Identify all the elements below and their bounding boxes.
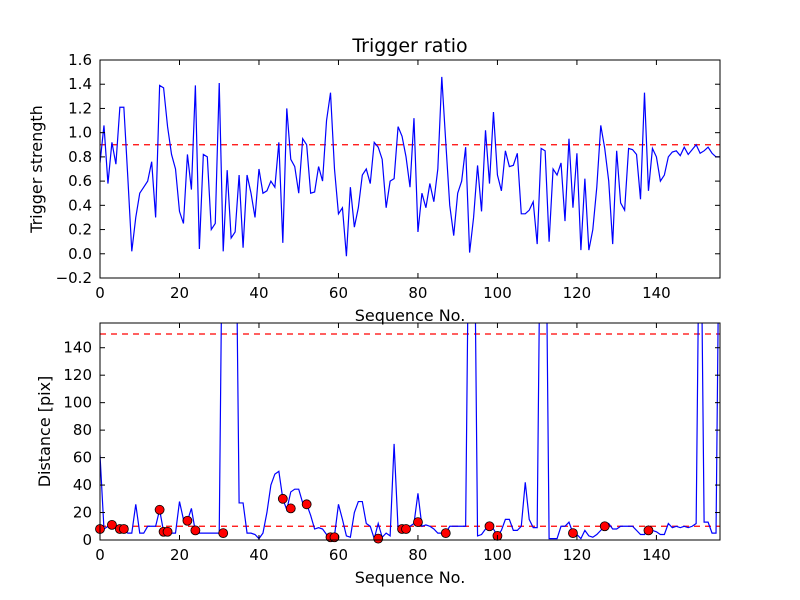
y-tick-label: 1.6 bbox=[68, 51, 92, 69]
x-tick-label: 80 bbox=[408, 284, 427, 302]
x-tick-label: 120 bbox=[563, 284, 592, 302]
y-tick-label: 100 bbox=[63, 394, 92, 412]
markers bbox=[95, 493, 654, 544]
y-tick-label: 20 bbox=[73, 504, 92, 522]
data-point-marker bbox=[413, 517, 423, 528]
y-tick-label: −0.2 bbox=[56, 269, 92, 287]
data-point-marker bbox=[182, 515, 193, 526]
x-tick-label: 80 bbox=[408, 546, 427, 564]
y-tick-label: 0.6 bbox=[68, 172, 92, 190]
y-tick-label: 1.0 bbox=[68, 124, 92, 142]
data-point-marker bbox=[285, 503, 296, 514]
axis-ticks: 0 20 40 60 80 100 120 140 0 20 40 60 80 100 120 140 bbox=[63, 322, 721, 564]
data-point-marker bbox=[401, 524, 411, 534]
y-tick-label: 40 bbox=[73, 476, 92, 494]
data-point-marker bbox=[162, 526, 173, 537]
data-point-marker bbox=[643, 525, 654, 536]
y-tick-label: 120 bbox=[63, 366, 92, 384]
x-tick-label: 0 bbox=[95, 284, 105, 302]
y-tick-label: 1.4 bbox=[68, 75, 92, 93]
x-tick-label: 100 bbox=[483, 546, 512, 564]
x-axis-label: Sequence No. bbox=[355, 306, 466, 325]
data-point-marker bbox=[373, 533, 384, 544]
x-tick-label: 60 bbox=[329, 284, 348, 302]
x-tick-label: 40 bbox=[249, 546, 268, 564]
y-tick-label: 0.0 bbox=[68, 245, 92, 263]
axis-ticks: 0 20 40 60 80 100 120 140 −0.2 0.0 0.2 0.4 0.6 0.8 1.0… bbox=[56, 51, 721, 302]
y-axis-label: Distance [pix] bbox=[35, 376, 54, 488]
chart-title: Trigger ratio bbox=[351, 35, 467, 57]
data-point-marker bbox=[107, 519, 117, 530]
y-tick-label: 0.8 bbox=[68, 148, 92, 166]
trigger-ratio-panel: Trigger ratio 0 20 40 60 80 100 120 140−0.20.00… bbox=[27, 35, 721, 325]
x-tick-label: 20 bbox=[170, 546, 189, 564]
data-point-marker bbox=[218, 528, 229, 539]
y-tick-label: 60 bbox=[73, 449, 92, 467]
x-tick-label: 100 bbox=[483, 284, 512, 302]
y-tick-label: 1.2 bbox=[68, 99, 92, 117]
series-line bbox=[100, 323, 719, 540]
data-point-marker bbox=[277, 493, 288, 504]
axes-frame bbox=[99, 59, 721, 279]
threshold-lines bbox=[100, 333, 720, 527]
x-tick-label: 0 bbox=[95, 546, 105, 564]
data-point-marker bbox=[190, 525, 201, 536]
data-point-marker bbox=[568, 528, 578, 539]
y-tick-label: 140 bbox=[63, 339, 92, 357]
series bbox=[100, 323, 719, 540]
y-tick-label: 0 bbox=[82, 531, 92, 549]
data-point-marker bbox=[154, 504, 165, 515]
axes-frame bbox=[99, 322, 721, 541]
series-line bbox=[100, 76, 720, 257]
y-tick-label: 80 bbox=[73, 421, 92, 439]
y-tick-label: 0.2 bbox=[68, 221, 92, 239]
x-axis-label: Sequence No. bbox=[355, 568, 466, 587]
distance-panel: 0 20 40 60 80 100 120 140 0 20 40 60 80 100 120 140 Seq… bbox=[35, 322, 721, 587]
data-point-marker bbox=[440, 528, 451, 539]
data-point-marker bbox=[599, 521, 610, 532]
series bbox=[100, 76, 720, 257]
x-tick-label: 140 bbox=[642, 284, 671, 302]
y-axis-label: Trigger strength bbox=[27, 105, 46, 234]
x-tick-label: 40 bbox=[249, 284, 268, 302]
data-point-marker bbox=[118, 524, 129, 534]
y-tick-label: 0.4 bbox=[68, 196, 92, 214]
data-point-marker bbox=[301, 499, 312, 510]
x-tick-label: 20 bbox=[170, 284, 189, 302]
x-tick-label: 120 bbox=[563, 546, 592, 564]
x-tick-label: 140 bbox=[642, 546, 671, 564]
data-point-marker bbox=[484, 521, 495, 532]
x-tick-label: 60 bbox=[329, 546, 348, 564]
